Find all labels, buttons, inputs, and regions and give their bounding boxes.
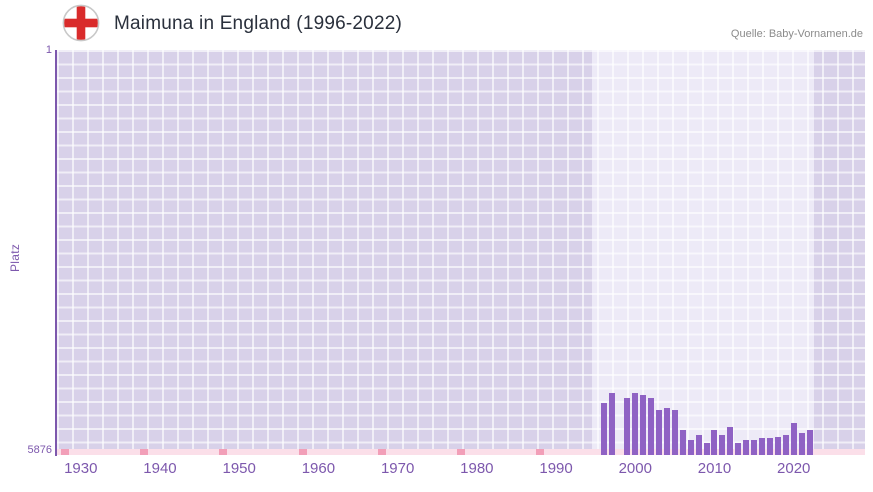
- x-tick-label-1930: 1930: [64, 460, 98, 477]
- bar-2003[interactable]: [656, 410, 663, 455]
- bar-2008[interactable]: [695, 435, 702, 455]
- bar-2017[interactable]: [766, 438, 773, 455]
- bar-2011[interactable]: [719, 435, 726, 455]
- bar-1996[interactable]: [600, 402, 607, 455]
- bar-2006[interactable]: [679, 430, 686, 455]
- y-axis-min-label: 5876: [27, 444, 52, 456]
- bar-2000[interactable]: [632, 393, 639, 455]
- bar-2012[interactable]: [727, 427, 734, 455]
- bar-2015[interactable]: [751, 440, 758, 455]
- bar-2007[interactable]: [687, 440, 694, 455]
- bar-2019[interactable]: [782, 435, 789, 455]
- bar-2020[interactable]: [790, 422, 797, 455]
- bar-2021[interactable]: [798, 433, 805, 455]
- y-axis-title: Platz: [8, 243, 22, 272]
- bar-2001[interactable]: [640, 395, 647, 455]
- chart-title: Maimuna in England (1996-2022): [114, 13, 403, 34]
- bar-2005[interactable]: [671, 410, 678, 455]
- x-tick-label-1980: 1980: [460, 460, 494, 477]
- no-data-mark-1968: [377, 449, 386, 455]
- grid-overlay: [57, 50, 865, 455]
- no-data-mark-1988: [536, 449, 545, 455]
- no-data-mark-1928: [60, 449, 69, 455]
- x-tick-label-1950: 1950: [222, 460, 256, 477]
- y-axis-line: [55, 50, 57, 456]
- no-data-mark-1978: [457, 449, 465, 455]
- y-axis-max-label: 1: [45, 44, 52, 56]
- england-flag-icon: [62, 4, 100, 42]
- bar-2002[interactable]: [648, 398, 655, 455]
- bar-2022[interactable]: [806, 430, 813, 455]
- x-tick-label-2000: 2000: [618, 460, 652, 477]
- bar-2014[interactable]: [743, 440, 750, 455]
- x-tick-label-1940: 1940: [143, 460, 177, 477]
- bar-2018[interactable]: [774, 437, 781, 455]
- bar-2016[interactable]: [759, 438, 766, 455]
- bar-2004[interactable]: [663, 408, 670, 455]
- no-data-mark-1958: [298, 449, 307, 455]
- bar-1999[interactable]: [624, 398, 631, 455]
- x-tick-label-1960: 1960: [301, 460, 336, 477]
- x-tick-label-2010: 2010: [697, 460, 732, 477]
- no-data-mark-1948: [219, 449, 228, 455]
- no-data-mark-1938: [140, 449, 149, 455]
- x-tick-label-2020: 2020: [777, 460, 811, 477]
- x-tick-label-1970: 1970: [380, 460, 415, 477]
- bar-2013[interactable]: [735, 442, 742, 455]
- source-attribution[interactable]: Quelle: Baby-Vornamen.de: [730, 28, 863, 40]
- bar-1997[interactable]: [608, 392, 615, 455]
- bar-2010[interactable]: [711, 430, 718, 455]
- bar-2009[interactable]: [703, 442, 710, 455]
- x-tick-label-1990: 1990: [539, 460, 573, 477]
- plot-area: [57, 50, 865, 455]
